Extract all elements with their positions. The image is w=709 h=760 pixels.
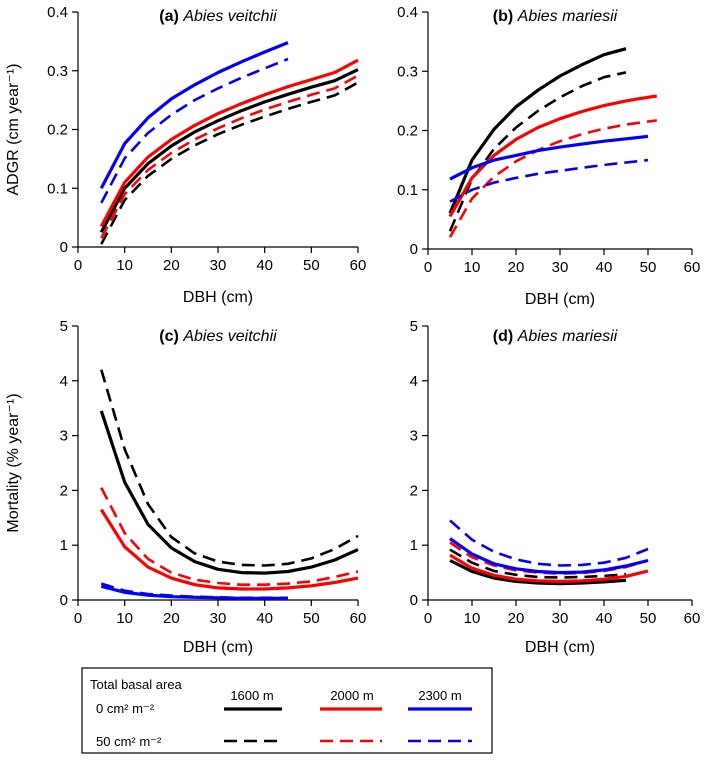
panel-d: (d) Abies mariesii 0 10 20 30 40 50 60 0 1 2 3 4 5 DB… <box>410 318 701 656</box>
panel-a-y-tick-label: 0.1 <box>47 180 68 197</box>
legend-column-label-2300: 2300 m <box>418 688 461 703</box>
legend: Total basal area 0 cm² m⁻² 50 cm² m⁻² 16… <box>81 667 493 754</box>
panel-b-series-blue-solid <box>449 134 649 181</box>
panel-b-x-tick-label: 50 <box>640 259 657 276</box>
panel-a-y-tick-label: 0 <box>60 239 68 256</box>
panel-c-y-tick-label: 0 <box>60 592 68 609</box>
panel-d-x-tick-label: 60 <box>684 610 701 627</box>
panel-d-series-red-solid <box>449 553 649 584</box>
panel-a-y-tick-label: 0.2 <box>47 122 68 139</box>
panel-b-x-axis-title: DBH (cm) <box>525 291 595 308</box>
legend-column-label-2000: 2000 m <box>330 688 373 703</box>
panel-c-x-axis-title: DBH (cm) <box>183 639 253 656</box>
panel-c-series-red-dashed <box>100 487 359 587</box>
panel-c-series-blue-solid <box>100 584 288 601</box>
panel-a-title: (a) Abies veitchii <box>159 8 277 25</box>
panel-a-x-axis-title: DBH (cm) <box>183 289 253 306</box>
panel-a-x-tick-label: 50 <box>303 257 320 274</box>
panel-c-x-tick-label: 0 <box>74 610 82 627</box>
panel-a-x-tick-label: 40 <box>256 257 273 274</box>
panel-a-y-axis-title: ADGR (cm year⁻¹) <box>5 64 22 196</box>
panel-b: (b) Abies mariesii 0 10 20 30 40 50 60 0 0.1 0.2 0… <box>397 4 700 308</box>
panel-b-series-black-solid <box>448 47 627 215</box>
panel-b-x-tick-label: 10 <box>464 259 481 276</box>
panel-b-x-tick-label: 60 <box>684 259 701 276</box>
panel-c: (c) Abies veitchii 0 10 20 30 40 50 60 0 1 2 3 4 5 DB… <box>5 318 366 656</box>
legend-column-label-1600: 1600 m <box>230 688 273 703</box>
panel-d-y-tick-label: 5 <box>410 318 418 335</box>
panel-b-y-tick-label: 0.2 <box>397 123 418 140</box>
panel-b-x-tick-label: 0 <box>424 259 432 276</box>
legend-title: Total basal area <box>90 677 183 692</box>
panel-c-series-black-dashed <box>100 369 359 567</box>
panel-c-y-tick-label: 2 <box>60 482 68 499</box>
panel-c-x-tick-label: 60 <box>350 610 367 627</box>
panel-a-x-tick-label: 30 <box>210 257 227 274</box>
panel-b-y-tick-label: 0.3 <box>397 63 418 80</box>
panel-a-y-tick-label: 0.3 <box>47 63 68 80</box>
panel-a-x-tick-label: 0 <box>74 257 82 274</box>
panel-c-title: (c) Abies veitchii <box>159 328 277 345</box>
panel-a-series-blue-solid <box>99 41 289 190</box>
panel-a-series-red-solid <box>99 58 359 228</box>
panel-d-y-tick-label: 2 <box>410 482 418 499</box>
panel-c-y-axis-title: Mortality (% year⁻¹) <box>5 393 22 532</box>
panel-c-x-tick-label: 20 <box>163 610 180 627</box>
panel-c-series-black-solid <box>99 410 359 575</box>
panel-b-y-tick-label: 0.1 <box>397 182 418 199</box>
panel-c-y-tick-label: 5 <box>60 318 68 335</box>
panel-d-series-black-solid <box>449 559 627 586</box>
panel-a-y-tick-label: 0.4 <box>47 4 68 21</box>
panel-b-title: (b) Abies mariesii <box>493 8 618 25</box>
panel-a-series-blue-dashed <box>100 57 289 204</box>
panel-a-x-tick-label: 20 <box>163 257 180 274</box>
panel-d-y-tick-label: 0 <box>410 592 418 609</box>
panel-b-x-tick-label: 20 <box>508 259 525 276</box>
panel-a: (a) Abies veitchii 0 10 20 30 40 50 60 0 0.1 0.2 0… <box>5 4 366 306</box>
panel-c-x-tick-label: 30 <box>210 610 227 627</box>
panel-d-series-black-dashed <box>449 548 627 579</box>
panel-d-y-tick-label: 4 <box>410 373 418 390</box>
panel-d-x-tick-label: 10 <box>464 610 481 627</box>
panel-d-x-axis-title: DBH (cm) <box>525 639 595 656</box>
panel-d-series-blue-dashed <box>449 519 649 567</box>
panel-b-x-tick-label: 30 <box>552 259 569 276</box>
panel-b-series-red-solid <box>448 94 658 218</box>
panel-c-y-tick-label: 1 <box>60 537 68 554</box>
panel-d-x-tick-label: 0 <box>424 610 432 627</box>
panel-c-series-red-solid <box>99 508 359 591</box>
panel-a-series-black-solid <box>99 68 359 234</box>
panel-a-series-black-dashed <box>100 81 359 245</box>
panel-a-x-tick-label: 10 <box>116 257 133 274</box>
panel-d-x-tick-label: 50 <box>640 610 657 627</box>
panel-b-x-tick-label: 40 <box>596 259 613 276</box>
panel-c-series-blue-dashed <box>100 582 288 600</box>
panel-d-y-tick-label: 3 <box>410 428 418 445</box>
panel-c-x-tick-label: 40 <box>256 610 273 627</box>
panel-a-x-tick-label: 60 <box>350 257 367 274</box>
legend-row-label-1: 50 cm² m⁻² <box>96 734 162 749</box>
panel-c-x-tick-label: 10 <box>116 610 133 627</box>
panel-b-series-blue-dashed <box>449 158 649 203</box>
panel-b-y-tick-label: 0.4 <box>397 4 418 21</box>
panel-c-x-tick-label: 50 <box>303 610 320 627</box>
panel-d-y-tick-label: 1 <box>410 537 418 554</box>
legend-row-label-0: 0 cm² m⁻² <box>96 701 155 716</box>
panel-d-x-tick-label: 30 <box>552 610 569 627</box>
panel-d-x-tick-label: 40 <box>596 610 613 627</box>
panel-d-series-blue-solid <box>449 537 649 575</box>
panel-c-y-tick-label: 4 <box>60 373 68 390</box>
panel-a-series-red-dashed <box>100 74 359 239</box>
panel-c-y-tick-label: 3 <box>60 428 68 445</box>
panel-d-x-tick-label: 20 <box>508 610 525 627</box>
panel-b-y-tick-label: 0 <box>410 241 418 258</box>
panel-d-title: (d) Abies mariesii <box>493 328 618 345</box>
